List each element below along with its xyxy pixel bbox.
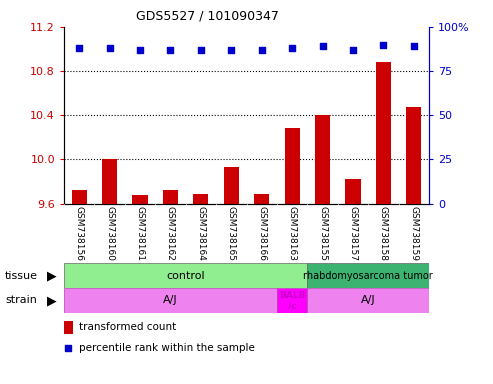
Point [227,47,235,53]
Text: control: control [166,270,205,281]
Text: GSM738157: GSM738157 [349,207,357,262]
Text: ▶: ▶ [47,294,57,307]
Point [318,43,326,50]
Text: GSM738156: GSM738156 [75,207,84,262]
Text: tissue: tissue [5,270,38,281]
Bar [64,321,73,334]
Text: strain: strain [5,295,37,306]
Text: ▶: ▶ [47,269,57,282]
Text: GSM738166: GSM738166 [257,207,266,262]
Text: GSM738161: GSM738161 [136,207,144,262]
Bar [102,159,117,204]
Text: transformed count: transformed count [79,322,176,333]
Point [410,43,418,50]
Text: BALB
/c: BALB /c [279,291,305,310]
Point [288,45,296,51]
Bar [284,128,300,204]
Text: GDS5527 / 101090347: GDS5527 / 101090347 [136,10,279,23]
Bar [406,108,422,204]
Point [349,47,357,53]
Bar [64,288,277,313]
Text: A/J: A/J [163,295,178,306]
Text: GSM738159: GSM738159 [409,207,418,262]
Bar [193,194,209,204]
Text: rhabdomyosarcoma tumor: rhabdomyosarcoma tumor [303,270,433,281]
Bar [64,263,307,288]
Bar [315,115,330,204]
Bar [307,288,429,313]
Bar [163,190,178,204]
Point [258,47,266,53]
Text: GSM738163: GSM738163 [287,207,297,262]
Text: GSM738158: GSM738158 [379,207,388,262]
Text: GSM738160: GSM738160 [105,207,114,262]
Text: GSM738162: GSM738162 [166,207,175,262]
Point [136,47,144,53]
Point [197,47,205,53]
Bar [345,179,360,204]
Text: GSM738165: GSM738165 [227,207,236,262]
Point [167,47,175,53]
Bar [277,288,307,313]
Bar [254,194,269,204]
Text: A/J: A/J [361,295,375,306]
Point [106,45,113,51]
Text: GSM738164: GSM738164 [196,207,206,262]
Text: GSM738155: GSM738155 [318,207,327,262]
Bar [307,263,429,288]
Bar [133,195,148,204]
Bar [376,62,391,204]
Bar [224,167,239,204]
Text: percentile rank within the sample: percentile rank within the sample [79,343,254,354]
Point [75,45,83,51]
Point [380,41,387,48]
Point [65,346,72,352]
Bar [71,190,87,204]
